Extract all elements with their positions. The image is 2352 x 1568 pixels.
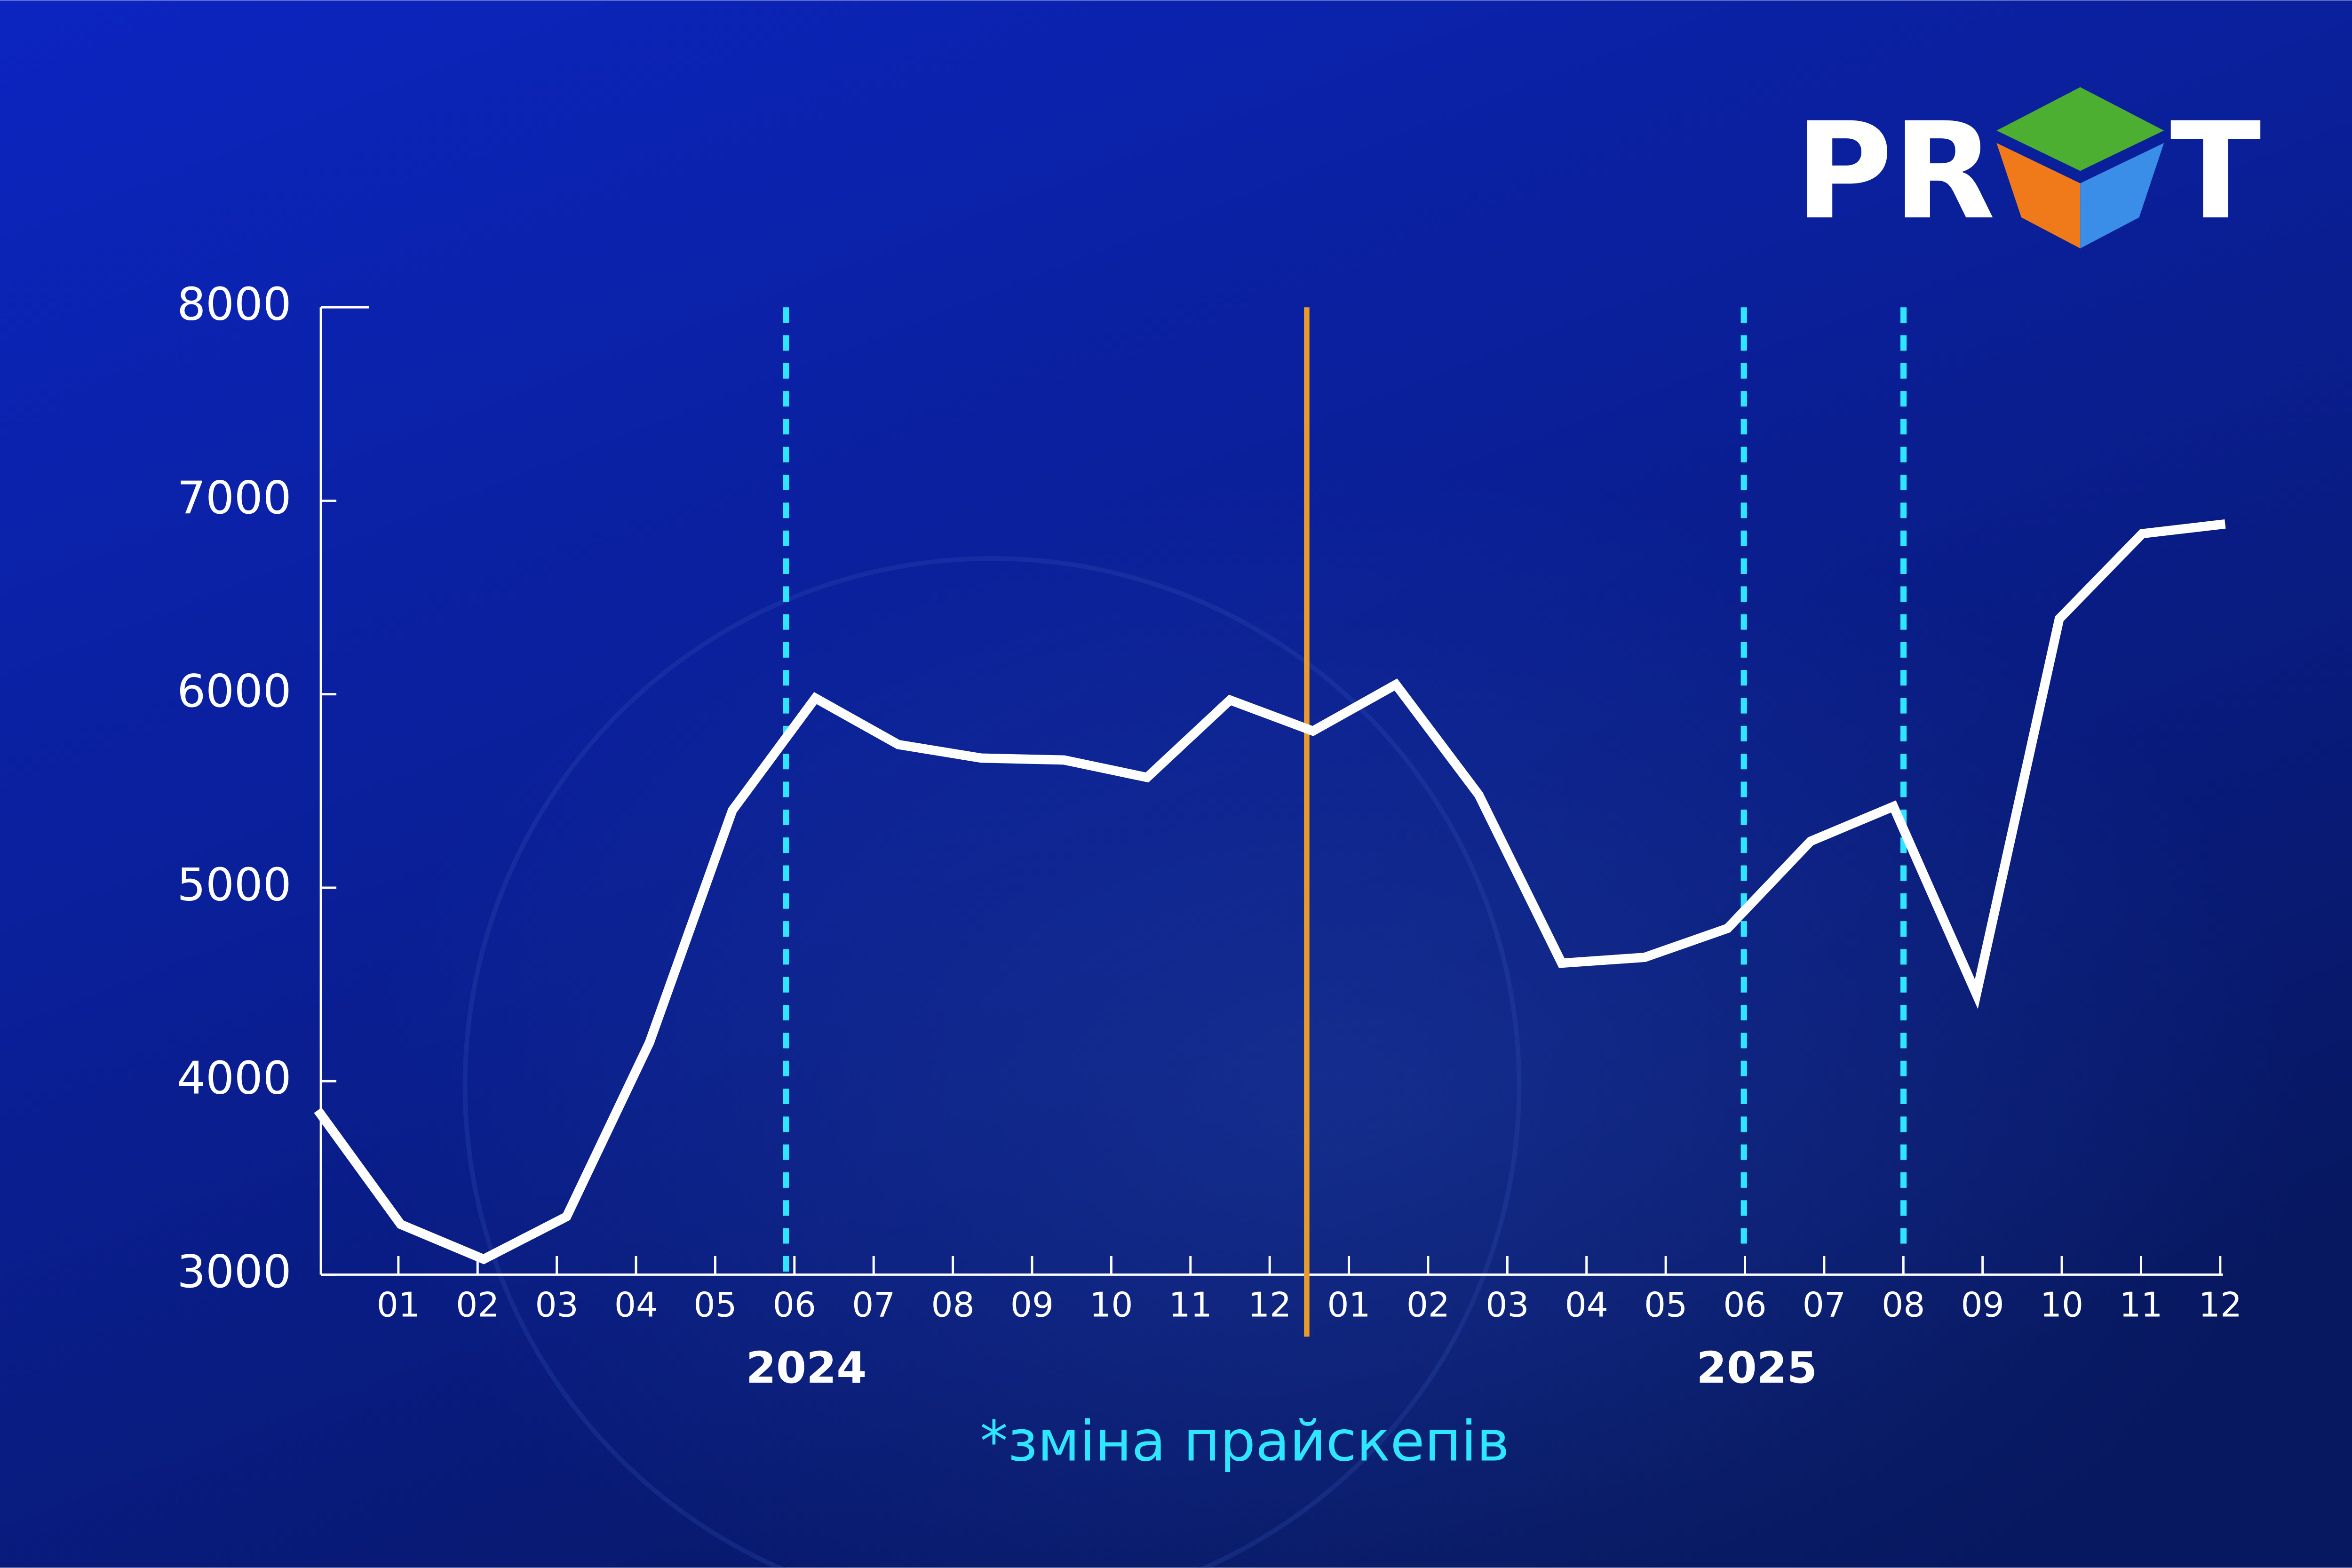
data-line [314,519,2226,1265]
x-tick-label: 07 [1803,1286,1846,1325]
year-label: 2025 [1696,1342,1817,1393]
logo-text: T [2170,94,2262,249]
x-tick-label: 12 [2199,1286,2242,1325]
x-tick-label: 04 [1565,1286,1608,1325]
x-tick-label: 12 [1248,1286,1291,1325]
x-tick-label: 09 [1010,1286,1054,1325]
x-tick-label: 09 [1961,1286,2004,1325]
x-tick-label: 06 [1723,1286,1766,1325]
x-tick-label: 05 [693,1286,737,1325]
y-tick-label: 4000 [177,1052,291,1105]
x-tick-label: 06 [773,1286,816,1325]
x-tick-label: 08 [931,1286,974,1325]
x-tick-label: 02 [456,1286,499,1325]
y-tick-label: 3000 [177,1245,291,1298]
x-tick-label: 08 [1882,1286,1925,1325]
y-tick-label: 7000 [177,471,291,524]
x-tick-label: 10 [2040,1286,2083,1325]
background-circle [462,556,1521,1568]
x-tick-label: 04 [614,1286,658,1325]
logo: PR T [1795,87,2262,249]
x-tick-label: 02 [1406,1286,1450,1325]
x-tick-label: 10 [1089,1286,1133,1325]
y-tick-label: 6000 [177,665,291,717]
y-tick-label: 5000 [177,858,291,911]
x-tick-label: 07 [852,1286,895,1325]
logo-cube-top [1996,87,2164,171]
x-tick-label: 01 [1327,1286,1370,1325]
logo-cube-left [1996,143,2081,248]
logo-cube-right [2080,143,2164,248]
annotation: *зміна прайскепів [980,1409,1510,1474]
x-tick-label: 03 [535,1286,579,1325]
x-tick-label: 03 [1486,1286,1529,1325]
logo-text: PR [1795,94,1995,249]
x-tick-label: 11 [2119,1286,2162,1325]
x-tick-label: 11 [1169,1286,1212,1325]
y-tick-label: 8000 [177,278,291,331]
x-tick-label: 05 [1644,1286,1687,1325]
year-label: 2024 [746,1342,867,1393]
x-tick-label: 01 [377,1286,420,1325]
